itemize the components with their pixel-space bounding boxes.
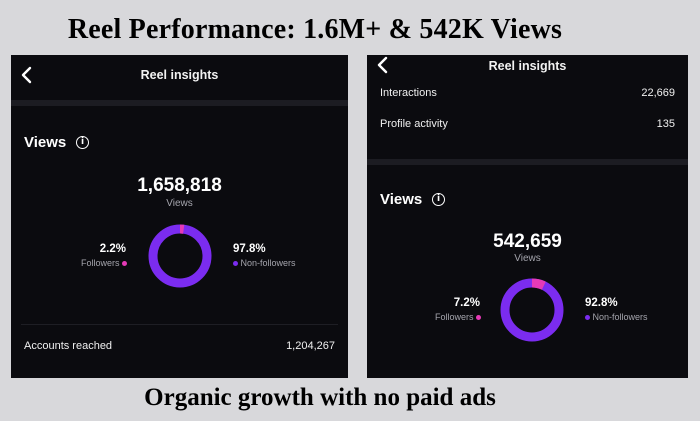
non-followers-slice [148, 224, 212, 288]
non-followers-legend: Non-followers [585, 312, 648, 322]
top-bar: Reel insights [11, 55, 348, 95]
views-section-title: Views [24, 134, 67, 151]
followers-slice [500, 278, 564, 342]
interactions-label: Interactions [380, 87, 437, 99]
views-donut-chart [148, 224, 212, 288]
followers-percent: 2.2% [99, 243, 126, 255]
followers-legend: Followers [435, 312, 481, 322]
non-followers-dot-icon [233, 261, 238, 267]
non-followers-legend-label: Non-followers [240, 258, 296, 268]
non-followers-dot-icon [585, 315, 590, 321]
followers-slice [148, 224, 212, 288]
non-followers-slice [500, 278, 564, 342]
interactions-value: 22,669 [641, 87, 675, 99]
non-followers-legend-label: Non-followers [592, 312, 648, 322]
top-bar: Reel insights [367, 55, 688, 90]
views-section-title: Views [380, 191, 423, 208]
info-icon[interactable]: i [432, 193, 445, 206]
views-total: 542,659 [493, 231, 562, 252]
back-chevron-icon[interactable] [375, 55, 391, 75]
interactions-row[interactable]: Interactions 22,669 [367, 87, 688, 107]
accounts-reached-row[interactable]: Accounts reached 1,204,267 [11, 340, 348, 360]
insights-panel-left: Reel insights Views i 1,658,818 Views 2.… [11, 55, 348, 378]
profile-activity-value: 135 [656, 118, 675, 130]
footer-caption: Organic growth with no paid ads [144, 384, 496, 411]
non-followers-legend: Non-followers [233, 258, 296, 268]
divider [11, 100, 348, 106]
followers-percent: 7.2% [453, 297, 480, 309]
non-followers-percent: 92.8% [585, 297, 618, 309]
views-donut-chart [500, 278, 564, 342]
insights-panel-right: Reel insights Interactions 22,669 Profil… [367, 55, 688, 378]
profile-activity-label: Profile activity [380, 118, 448, 130]
divider [367, 159, 688, 165]
views-total-label: Views [166, 198, 193, 209]
accounts-reached-label: Accounts reached [24, 340, 113, 352]
accounts-reached-value: 1,204,267 [286, 340, 335, 352]
profile-activity-row[interactable]: Profile activity 135 [367, 118, 688, 138]
views-total: 1,658,818 [137, 175, 222, 196]
non-followers-percent: 97.8% [233, 243, 266, 255]
page-title: Reel insights [488, 59, 567, 73]
back-chevron-icon[interactable] [19, 65, 35, 85]
followers-dot-icon [476, 315, 481, 321]
info-icon[interactable]: i [76, 136, 89, 149]
divider [21, 324, 338, 325]
views-total-label: Views [514, 253, 541, 264]
followers-legend: Followers [81, 258, 127, 268]
headline: Reel Performance: 1.6M+ & 542K Views [67, 14, 563, 45]
followers-legend-label: Followers [434, 312, 474, 322]
page-title: Reel insights [140, 68, 219, 82]
followers-dot-icon [122, 261, 127, 267]
followers-legend-label: Followers [80, 258, 120, 268]
